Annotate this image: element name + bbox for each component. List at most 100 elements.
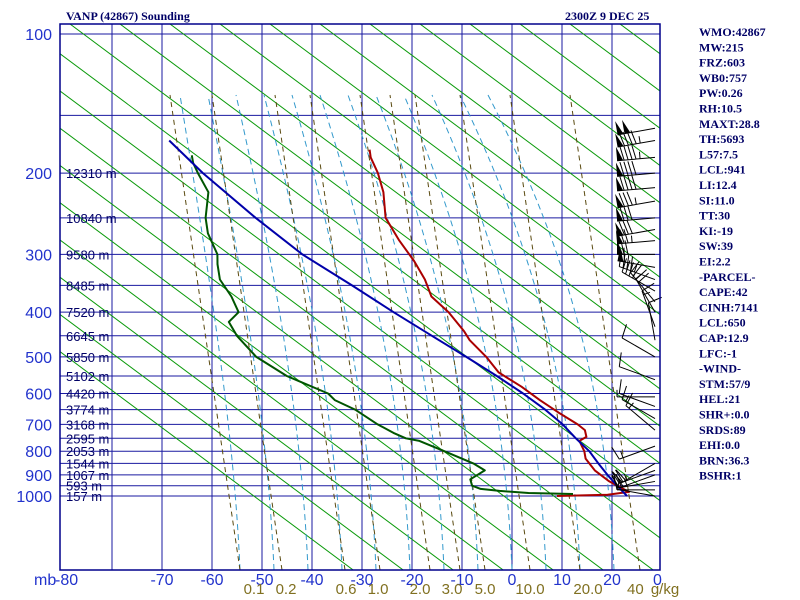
wind-barb (618, 379, 656, 407)
height-label: 12310 m (66, 166, 117, 181)
pressure-tick-label: 200 (25, 166, 52, 183)
wind-barb-full (619, 206, 625, 221)
wind-barb-full (626, 255, 630, 270)
wind-barb-half (620, 451, 624, 458)
height-label: 8485 m (66, 278, 109, 293)
moist-adiabat (179, 94, 241, 570)
chart-title: VANP (42867) Sounding (66, 9, 190, 23)
mixing-ratio-line (389, 94, 461, 570)
wind-barb-full (628, 262, 634, 277)
thermo-grid (60, 24, 660, 570)
wind-barb-full (615, 469, 626, 481)
wind-barb-full (631, 160, 637, 175)
dry-adiabat (60, 127, 654, 570)
index-entry: LFC:-1 (699, 346, 737, 360)
wind-barb-flag (615, 133, 624, 148)
wind-barb (617, 482, 656, 497)
wind-barb-full (625, 260, 631, 275)
wind-barb (611, 469, 656, 484)
index-entry: -WIND- (699, 362, 741, 376)
wind-barb-full (615, 473, 622, 488)
height-label: 2053 m (66, 444, 109, 459)
height-label: 7520 m (66, 305, 109, 320)
wind-barb (618, 252, 656, 281)
index-entry: SI:11.0 (699, 193, 735, 207)
moist-adiabat (347, 94, 445, 570)
wind-barb-full (615, 469, 624, 483)
wind-barb-full (621, 385, 627, 400)
wind-barb (611, 445, 656, 460)
mb-label: mb (34, 572, 56, 589)
wind-barb-staff (617, 229, 656, 237)
wind-barb-full (631, 145, 637, 160)
index-entry: SRDS:89 (699, 423, 746, 437)
wind-barb-full (623, 176, 629, 191)
mixing-ratio-line (569, 94, 641, 570)
wind-barb-half (623, 478, 628, 486)
temp-tick-label: 0 (508, 572, 517, 589)
wind-barb-staff (621, 462, 656, 483)
wind-barb-full (611, 446, 620, 460)
height-label: 1067 m (66, 468, 109, 483)
wind-barb-staff (630, 272, 656, 303)
index-entry: CAP:12.9 (699, 331, 749, 345)
mixing-ratio-label: 0.2 (276, 581, 297, 598)
moist-adiabat (459, 94, 581, 570)
temp-tick-label: -30 (350, 572, 373, 589)
wind-barb-staff (617, 480, 656, 489)
wind-barb-full (630, 256, 634, 271)
height-label: 5850 m (66, 350, 109, 365)
index-entry: SHR+:0.0 (699, 408, 750, 422)
dry-adiabat (269, 24, 660, 316)
mixing-ratio-line (359, 94, 431, 570)
wind-barb-full (618, 221, 625, 236)
dry-adiabat (60, 164, 604, 570)
wind-barb-full (618, 379, 622, 394)
index-entry: SW:39 (699, 239, 733, 253)
moist-adiabat (487, 94, 615, 570)
wind-barb-staff (617, 240, 656, 245)
height-label: 3774 m (66, 403, 109, 418)
wind-barb-staff (621, 337, 656, 358)
wind-barb-full (630, 130, 637, 144)
index-entry: RH:10.5 (699, 102, 742, 116)
wind-barb-full (641, 282, 655, 292)
index-entry: LCL:650 (699, 316, 746, 330)
mixing-ratio-line (509, 94, 581, 570)
wind-barb-staff (619, 266, 656, 281)
wind-barb-half (617, 482, 620, 490)
mixing-ratio-line (414, 94, 486, 570)
wind-barb (615, 191, 656, 209)
dry-adiabat (119, 24, 660, 427)
mixing-ratio-label: 20.0 (573, 581, 602, 598)
dry-adiabat (60, 202, 554, 570)
wind-barb-full (627, 161, 633, 176)
moist-adiabat (403, 94, 513, 570)
mixing-ratio-line (459, 94, 531, 570)
wind-barb-full (624, 240, 629, 255)
pressure-tick-label: 100 (25, 27, 52, 44)
dry-adiabat (60, 90, 660, 539)
temp-tick-min: -80 (55, 572, 78, 589)
height-label: 1544 m (66, 456, 109, 471)
wind-barb-full (632, 264, 643, 277)
mixing-ratio-label: 1.0 (368, 581, 389, 598)
wind-barb-staff (625, 405, 656, 431)
wind-barb (615, 229, 656, 245)
moist-adiabat (319, 94, 411, 570)
index-entry: WB0:757 (699, 71, 747, 85)
wind-barb-full (626, 220, 633, 234)
wind-barb-full (623, 161, 629, 176)
dry-adiabat (169, 24, 660, 390)
wind-barb-full (623, 145, 629, 160)
pressure-tick-label: 1000 (16, 489, 52, 506)
height-label: 157 m (66, 489, 102, 504)
wind-barb-full (611, 470, 620, 484)
index-entry: -PARCEL- (699, 270, 755, 284)
dry-adiabat (60, 53, 660, 502)
wind-barb-full (622, 131, 629, 146)
wind-barb-full (619, 229, 625, 244)
diagram-frame (59, 23, 661, 571)
pressure-tick-label: 600 (25, 387, 52, 404)
